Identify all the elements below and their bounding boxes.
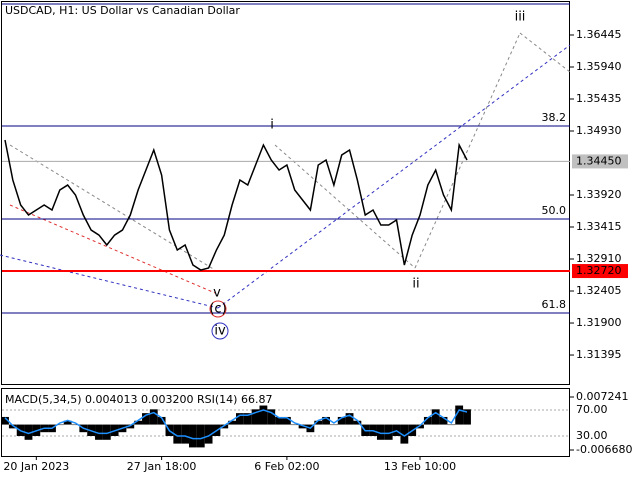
wave-line (0, 254, 219, 309)
macd-bar (400, 424, 409, 444)
macd-bar (71, 424, 80, 426)
indicator-tick-label: -0.006680 (576, 443, 632, 456)
macd-bar (314, 420, 323, 425)
fib-label: 38.2 (542, 111, 567, 124)
macd-bar (228, 420, 236, 425)
wave-label: (c) (209, 302, 226, 317)
wave-line (519, 32, 571, 73)
macd-bar (322, 416, 330, 425)
macd-bar (275, 416, 283, 425)
macd-bar (259, 405, 268, 425)
macd-bar (431, 409, 440, 425)
macd-bar (243, 413, 252, 425)
macd-bar (376, 424, 385, 440)
x-tick-label: 13 Feb 10:00 (384, 460, 456, 473)
macd-bar (95, 424, 103, 440)
fib-label: 61.8 (542, 298, 567, 311)
current-price-label: 1.34450 (576, 154, 622, 167)
macd-bar (447, 424, 456, 426)
wave-circle (211, 322, 229, 340)
macd-bar (24, 424, 33, 440)
wave-line (217, 44, 571, 309)
fib-label: 23.6 (542, 0, 567, 2)
macd-bar (149, 409, 158, 425)
macd-bar (423, 416, 432, 425)
wave-circle (209, 300, 227, 318)
price-tag (572, 154, 628, 169)
x-tick-label: 20 Jan 2023 (3, 460, 69, 473)
chart-title: USDCAD, H1: US Dollar vs Canadian Dollar (5, 4, 240, 17)
rsi-line (4, 409, 468, 440)
support-label: 1.32720 (576, 264, 622, 277)
macd-bar (282, 416, 291, 425)
macd-bar (463, 409, 471, 425)
macd-bar (55, 424, 64, 426)
macd-bar (236, 413, 244, 425)
wave-line (274, 144, 416, 269)
macd-bar (384, 424, 393, 440)
macd-bar (196, 424, 205, 448)
macd-bar (181, 424, 190, 444)
macd-bar (102, 424, 111, 440)
main-frame (1, 1, 570, 385)
macd-bar (329, 424, 338, 426)
analysis-lines (0, 32, 571, 309)
wave-label: iv (214, 324, 226, 339)
macd-bar (189, 424, 197, 448)
macd-bar (142, 413, 150, 425)
macd-bar (439, 416, 448, 425)
indicator-title: MACD(5,34,5) 0.004013 0.003200 RSI(14) 6… (5, 393, 272, 406)
macd-bar (455, 405, 464, 425)
macd-bar (204, 424, 213, 444)
y-tick-label: 1.32910 (576, 252, 622, 265)
x-tick-label: 27 Jan 18:00 (127, 460, 197, 473)
wave-label: v (213, 286, 221, 301)
macd-bar (134, 420, 143, 425)
rsi-tick-label: 70.00 (576, 403, 608, 416)
wave-label: i (270, 118, 274, 133)
macd-bar (173, 424, 182, 444)
y-tick-label: 1.31395 (576, 348, 622, 361)
macd-bar (337, 416, 346, 425)
y-tick-label: 1.32405 (576, 284, 622, 297)
wave-label: ii (412, 277, 419, 292)
macd-bar (345, 413, 354, 425)
y-tick-label: 1.34930 (576, 124, 622, 137)
indicator-tick-label: 0.007241 (576, 390, 629, 403)
price-line (4, 139, 468, 271)
x-tick-label: 6 Feb 02:00 (254, 460, 319, 473)
y-tick-label: 1.33415 (576, 220, 622, 233)
macd-bar (298, 424, 307, 429)
macd-bar (290, 424, 299, 426)
fib-label: 50.0 (542, 204, 567, 217)
y-tick-label: 1.35940 (576, 60, 622, 73)
macd-bar (126, 424, 135, 429)
macd-bar (157, 416, 166, 425)
price-tag (572, 264, 628, 279)
y-tick-label: 1.36445 (576, 28, 622, 41)
wave-label: iii (515, 10, 526, 25)
wave-line (414, 32, 521, 269)
macd-bar (251, 409, 260, 425)
wave-line (9, 204, 216, 294)
rsi-tick-label: 30.00 (576, 429, 608, 442)
macd-bar (1, 416, 9, 425)
wave-line (9, 144, 216, 271)
macd-bar (63, 420, 72, 425)
macd-bar (353, 420, 362, 425)
macd-bar (267, 409, 276, 425)
y-tick-label: 1.31900 (576, 316, 622, 329)
y-tick-label: 1.35435 (576, 92, 622, 105)
y-tick-label: 1.33920 (576, 188, 622, 201)
